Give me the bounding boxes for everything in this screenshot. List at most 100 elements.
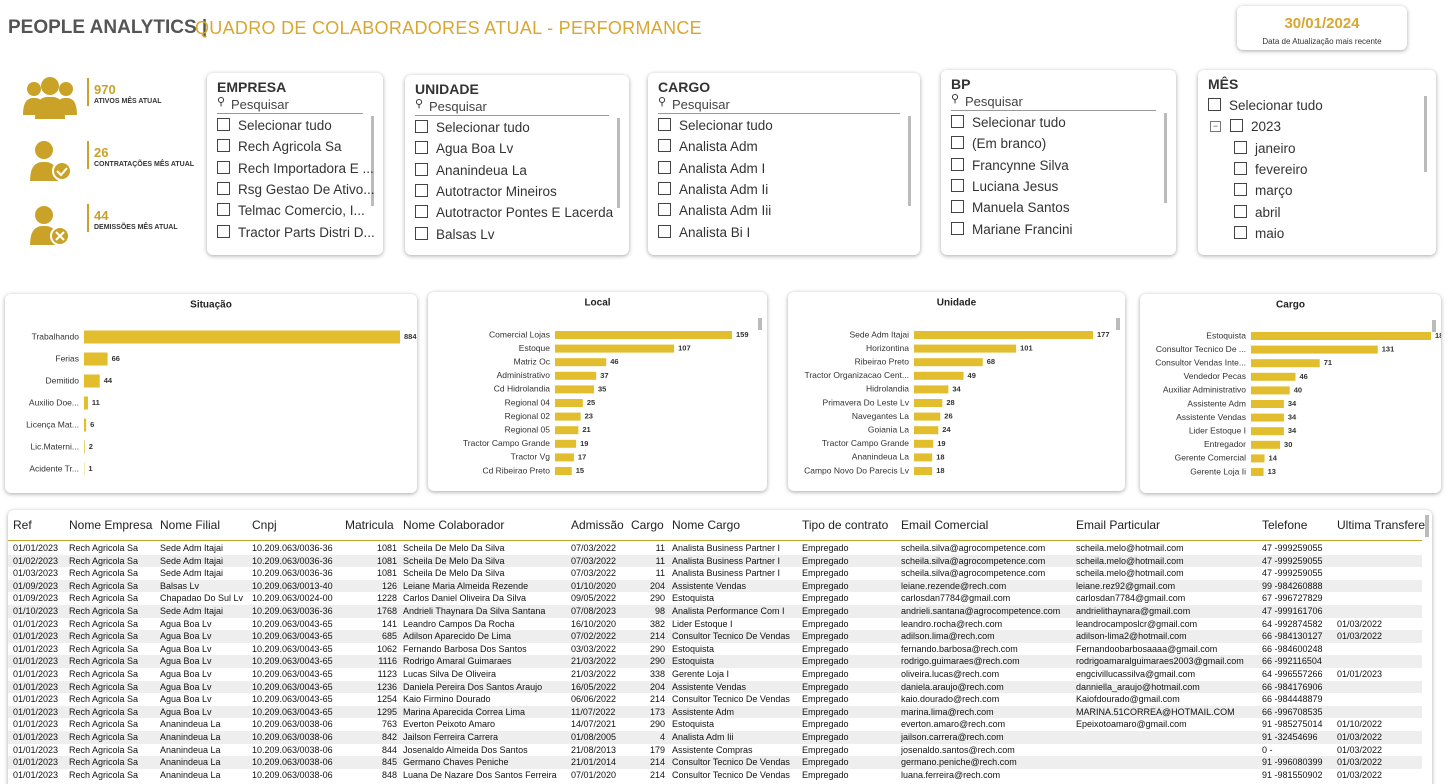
table-cell: 01/08/2005 [571,732,617,742]
table-cell: 07/08/2023 [571,606,617,616]
bar [555,439,577,448]
checkbox[interactable] [415,141,428,155]
checkbox[interactable] [951,178,964,192]
checkbox[interactable] [658,203,671,217]
item-label[interactable]: Telmac Comercio, I... [238,203,365,219]
kpi-value: 26 [94,145,109,160]
table-cell: jailson.carrera@rech.com [901,732,1004,742]
item-label[interactable]: janeiro [1255,140,1296,156]
slicer-item: Mariane Francini [951,220,1073,240]
checkbox[interactable] [1234,140,1247,154]
table-cell: 1081 [376,555,397,566]
checkbox[interactable] [658,160,671,174]
item-label[interactable]: 2023 [1251,119,1282,135]
table-cell: Empregado [802,580,849,591]
checkbox[interactable] [951,136,964,150]
table-cell: scheila.melo@hotmail.com [1076,568,1184,579]
checkbox[interactable] [217,181,230,195]
slicer-item: Analista Adm Iii [658,201,771,221]
item-label[interactable]: Analista Adm Iii [679,203,772,219]
item-label[interactable]: Analista Adm [679,139,758,155]
title: PEOPLE ANALYTICS | [8,17,208,38]
item-label[interactable]: maio [1255,225,1285,241]
checkbox[interactable] [415,205,428,219]
checkbox[interactable] [415,120,428,133]
item-label[interactable]: Analista Adm Ii [679,181,769,197]
checkbox[interactable] [658,181,671,195]
checkbox[interactable] [217,203,230,217]
item-label[interactable]: Luciana Jesus [972,178,1059,194]
checkbox[interactable] [1234,161,1247,175]
scrollbar [1425,515,1429,537]
data-label: 21 [582,425,590,434]
item-label[interactable]: (Em branco) [972,136,1047,152]
data-label: 40 [1294,385,1302,394]
checkbox[interactable] [951,157,964,171]
item-label[interactable]: Analista Bi I [679,224,751,240]
item-label[interactable]: Autotractor Pontes E Lacerda [436,205,614,221]
checkbox[interactable] [1234,204,1247,218]
item-label[interactable]: Rech Importadora E ... [238,160,374,176]
item-label[interactable]: Tractor Parts Distri D... [238,224,375,240]
column-header: Nome Empresa [69,518,153,532]
item-label[interactable]: Selecionar tudo [972,115,1066,130]
checkbox[interactable] [658,224,671,238]
checkbox[interactable] [1230,119,1243,133]
data-label: 884 [404,332,417,341]
date-label: Data de Atualização mais recente [1262,37,1382,46]
item-label[interactable]: Francynne Silva [972,157,1069,173]
checkbox[interactable] [951,200,964,214]
slicer-item: Autotractor Pontes E Lacerda [415,203,613,223]
item-label[interactable]: Selecionar tudo [436,120,530,135]
item-label[interactable]: Selecionar tudo [1229,98,1323,113]
checkbox[interactable] [217,224,230,238]
checkbox[interactable] [658,139,671,153]
item-label[interactable]: Agua Boa Lv [436,141,514,157]
checkbox[interactable] [1234,225,1247,239]
scrollbar [371,116,374,206]
slicer-item: Rech Importadora E ... [217,159,374,179]
table-cell: Sede Adm Itajai [160,555,224,566]
checkbox[interactable] [415,183,428,197]
checkbox[interactable] [1208,98,1221,111]
item-label[interactable]: Autotractor Mineiros [436,183,557,199]
checkbox[interactable] [415,226,428,240]
table-cell: Agua Boa Lv [160,694,212,705]
checkbox[interactable] [415,162,428,176]
item-label[interactable]: abril [1255,204,1281,220]
checkbox[interactable] [658,118,671,131]
category-label: Horizontina [866,343,909,353]
item-label[interactable]: Selecionar tudo [238,118,332,133]
item-label[interactable]: fevereiro [1255,161,1308,177]
item-label[interactable]: Selecionar tudo [679,118,773,133]
kpi-value: 44 [94,208,109,223]
table-cell: Rech Agricola Sa [69,593,139,604]
table-cell: 01/01/2023 [13,643,59,654]
slicer-item: Analista Adm I [658,159,765,179]
table-cell: Rech Agricola Sa [69,706,139,717]
search-line [658,113,900,114]
checkbox[interactable] [951,115,964,128]
table-cell: adilson.lima@rech.com [901,631,995,642]
item-label[interactable]: Mariane Francini [972,221,1073,237]
checkbox[interactable] [1234,183,1247,197]
slicer-item: Manuela Santos [951,198,1070,218]
table-cell: Analista Business Partner I [672,568,781,579]
item-label[interactable]: Rsg Gestao De Ativo... [238,181,375,197]
item-label[interactable]: Ananindeua La [436,162,527,178]
checkbox[interactable] [217,118,230,131]
item-label[interactable]: Rech Agricola Sa [238,139,342,155]
checkbox[interactable] [217,139,230,153]
item-label[interactable]: Balsas Lv [436,226,495,242]
search-line [217,113,363,114]
table-cell: 47 -999259055 [1262,568,1323,579]
item-label[interactable]: Manuela Santos [972,200,1070,216]
checkbox[interactable] [951,221,964,235]
checkbox[interactable] [217,160,230,174]
item-label[interactable]: março [1255,183,1293,199]
table-cell: Rech Agricola Sa [69,618,139,629]
date: 30/01/2024 [1284,15,1360,32]
table-cell: Rech Agricola Sa [69,555,139,566]
item-label[interactable]: Analista Adm I [679,160,766,176]
bar [1251,345,1378,354]
